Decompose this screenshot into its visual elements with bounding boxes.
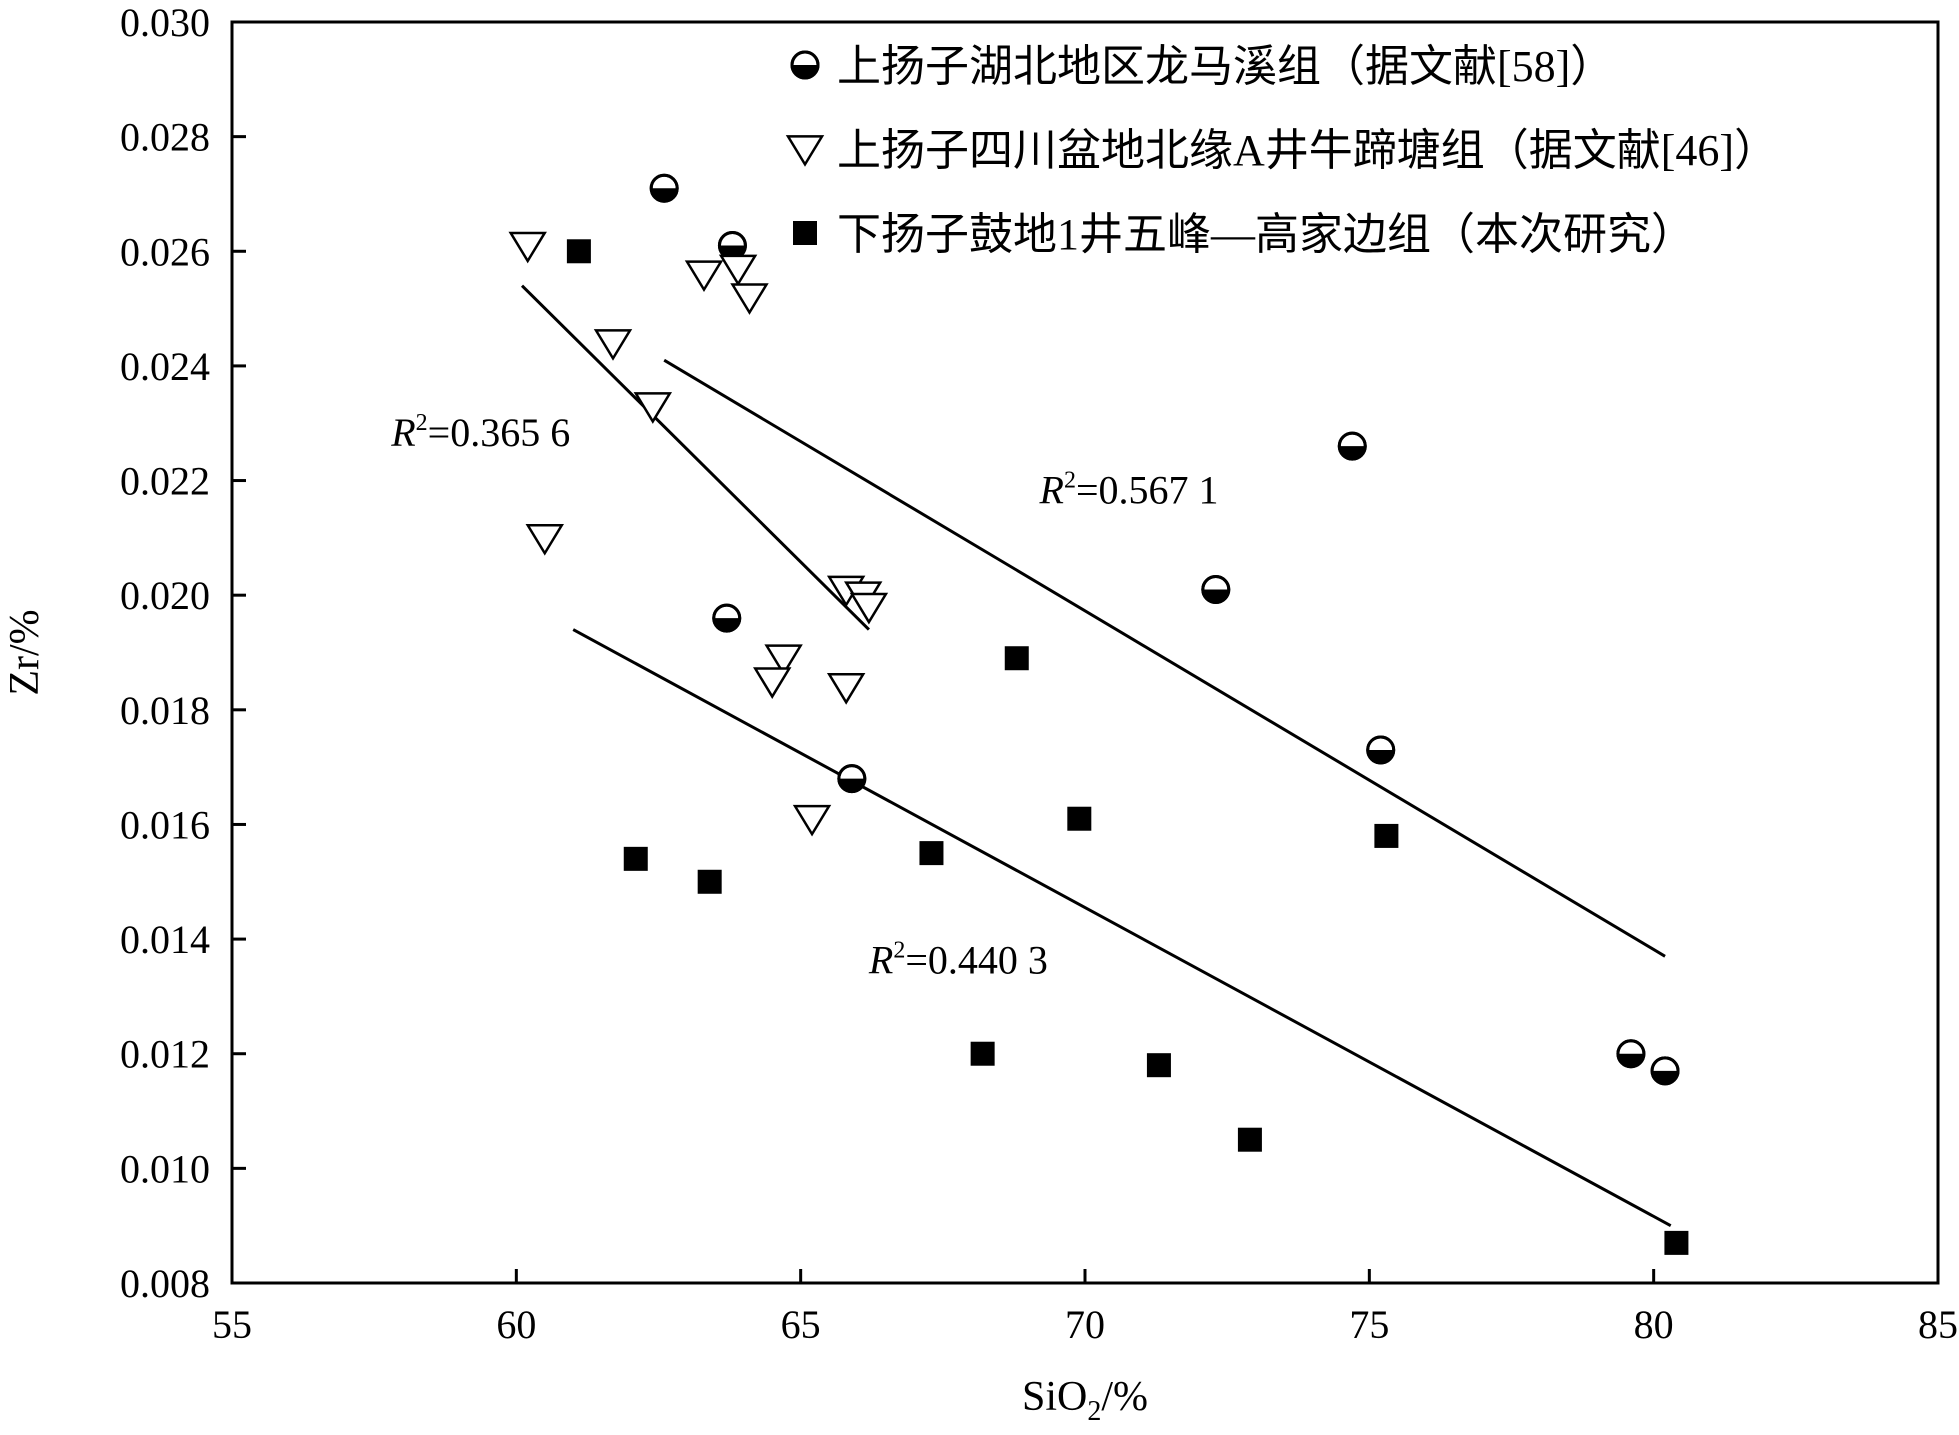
legend-entry-label: 上扬子湖北地区龙马溪组（据文献[58]） [837,42,1614,91]
data-point-series-1 [753,667,792,699]
data-point-series-1 [849,592,889,625]
x-tick-label: 55 [212,1302,252,1347]
y-tick-label: 0.010 [120,1146,210,1191]
y-tick-label: 0.008 [120,1261,210,1306]
data-point-series-0 [712,603,742,633]
x-tick-label: 65 [781,1302,821,1347]
data-point-series-1 [593,329,633,361]
data-point-series-1 [684,260,724,293]
y-tick-label: 0.024 [120,344,210,389]
data-point-series-1 [508,231,547,264]
data-point-series-0 [1366,735,1396,765]
trendline-0 [520,284,870,631]
points-layer [508,173,1689,1255]
data-point-series-2 [1146,1053,1171,1078]
data-point-series-1 [764,644,803,677]
x-tick-label: 75 [1349,1302,1389,1347]
legend-entry-label: 上扬子四川盆地北缘A井牛蹄塘组（据文献[46]） [837,126,1778,175]
data-point-series-2 [623,846,648,871]
r-squared-label: R2=0.440 3 [868,937,1048,982]
data-point-series-2 [566,239,591,264]
data-point-series-1 [633,392,673,424]
trendline-2 [572,628,1672,1227]
x-tick-label: 85 [1918,1302,1958,1347]
y-tick-label: 0.022 [120,459,210,504]
data-point-series-2 [697,869,722,894]
x-tick-label: 70 [1065,1302,1105,1347]
legend-marker-0 [790,50,820,80]
data-point-series-0 [1650,1056,1680,1086]
y-tick-label: 0.014 [120,917,210,962]
y-tick-label: 0.026 [120,229,210,274]
x-tick-label: 60 [496,1302,536,1347]
r-squared-labels: R2=0.365 6 R2=0.567 1 R2=0.440 3 [390,410,1218,982]
data-point-series-0 [649,173,679,203]
x-tick-label: 80 [1634,1302,1674,1347]
data-point-series-2 [1004,646,1029,671]
data-point-series-2 [1237,1127,1262,1152]
data-point-series-0 [1616,1039,1646,1069]
data-point-series-0 [1337,431,1367,461]
data-point-series-1 [730,283,769,315]
y-tick-label: 0.018 [120,688,210,733]
data-point-series-2 [919,841,944,866]
data-point-series-2 [970,1041,995,1066]
data-point-series-2 [1664,1230,1689,1255]
data-point-series-2 [1067,806,1092,831]
data-point-series-0 [1201,574,1231,604]
legend: 上扬子湖北地区龙马溪组（据文献[58]） 上扬子四川盆地北缘A井牛蹄塘组（据文献[… [785,42,1778,259]
data-point-series-1 [826,673,866,705]
data-point-series-2 [1374,823,1399,848]
y-axis-label: Zr/% [2,609,48,695]
legend-marker-1 [785,135,825,167]
trendline-1 [663,358,1666,958]
data-point-series-1 [718,254,758,287]
trendline-layer [520,284,1672,1227]
data-point-series-0 [837,764,867,794]
y-tick-label: 0.012 [120,1032,210,1077]
legend-marker-2 [793,221,817,245]
data-point-series-1 [525,524,564,556]
data-point-series-1 [792,804,832,837]
y-tick-label: 0.020 [120,573,210,618]
legend-entry-label: 下扬子鼓地1井五峰—高家边组（本次研究） [837,210,1695,259]
x-axis-label: SiO2/% [1022,1374,1148,1427]
y-tick-label: 0.016 [120,802,210,847]
r-squared-label: R2=0.567 1 [1039,467,1219,512]
y-tick-label: 0.028 [120,115,210,160]
r-squared-label: R2=0.365 6 [390,410,570,455]
y-tick-label: 0.030 [120,0,210,45]
